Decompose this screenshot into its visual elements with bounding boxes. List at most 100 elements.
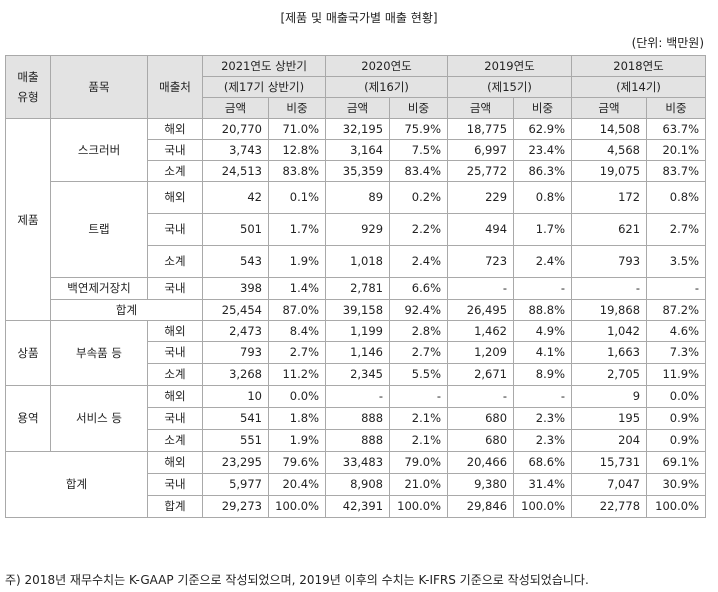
channel-overseas: 해외 [147, 118, 203, 140]
cell-amount: 19,868 [571, 299, 648, 321]
cell-amount: 7,047 [571, 473, 648, 496]
channel-overseas: 해외 [147, 320, 203, 342]
header-ratio: 비중 [646, 97, 707, 119]
cell-ratio: 23.4% [513, 139, 573, 161]
cell-amount: 501 [202, 213, 269, 246]
cell-amount: 20,770 [202, 118, 269, 140]
cell-amount: 24,513 [202, 160, 269, 182]
channel-subtotal: 소계 [147, 160, 203, 182]
channel-domestic: 국내 [147, 473, 203, 496]
cell-amount: 42,391 [325, 495, 391, 518]
cell-amount: 888 [325, 429, 391, 452]
header-amount: 금액 [202, 97, 269, 119]
cell-ratio: 2.3% [513, 429, 573, 452]
channel-domestic: 국내 [147, 407, 203, 430]
channel-overseas: 해외 [147, 451, 203, 474]
cell-ratio: - [513, 277, 573, 300]
cell-ratio: 2.7% [267, 341, 327, 364]
cell-amount: 680 [447, 429, 515, 452]
cell-amount: 4,568 [571, 139, 648, 161]
cell-ratio: 11.9% [646, 363, 707, 386]
header-type-line2: 유형 [17, 90, 39, 104]
cell-amount: 29,846 [447, 495, 515, 518]
table-row: 국내 501 1.7% 929 2.2% 494 1.7% 621 2.7% [6, 213, 707, 246]
cell-ratio: 83.4% [389, 160, 449, 182]
cell-ratio: 0.0% [646, 385, 707, 408]
cell-amount: 18,775 [447, 118, 515, 140]
cell-ratio: - [389, 385, 449, 408]
cell-ratio: 68.6% [513, 451, 573, 474]
group-service: 용역 [5, 385, 51, 452]
cell-amount: 19,075 [571, 160, 648, 182]
table-row: 소계 543 1.9% 1,018 2.4% 723 2.4% 793 3.5% [6, 245, 707, 278]
cell-amount: 494 [447, 213, 515, 246]
cell-amount: 621 [571, 213, 648, 246]
table-row: 백연제거장치 국내 398 1.4% 2,781 6.6% - - - - [6, 277, 707, 300]
table-title: [제품 및 매출국가별 매출 현황] [280, 11, 438, 25]
cell-amount: 1,018 [325, 245, 391, 278]
cell-amount: 29,273 [202, 495, 269, 518]
header-ratio: 비중 [389, 97, 449, 119]
header-ratio: 비중 [513, 97, 573, 119]
cell-amount: 25,772 [447, 160, 515, 182]
table-row: 용역 서비스 등 해외 10 0.0% - - - -9 0.0% [5, 385, 707, 452]
cell-ratio: 75.9% [389, 118, 449, 140]
cell-ratio: 1.9% [267, 429, 327, 452]
cell-amount: 551 [202, 429, 269, 452]
cell-ratio: 1.8% [267, 407, 327, 430]
cell-amount: 195 [571, 407, 648, 430]
channel-overseas: 해외 [147, 181, 203, 214]
cell-amount: 1,209 [447, 341, 515, 364]
cell-amount: 33,483 [325, 451, 391, 474]
channel-domestic: 국내 [147, 277, 203, 300]
cell-amount: 6,997 [447, 139, 515, 161]
sales-table: 매출 유형 품목 매출처 2021연도 상반기 2020연도 2019연도 20… [5, 55, 707, 518]
cell-ratio: 2.4% [513, 245, 573, 278]
cell-amount: 2,473 [202, 320, 269, 342]
cell-amount: 8,908 [325, 473, 391, 496]
cell-amount: 1,199 [325, 320, 391, 342]
cell-ratio: 0.1% [267, 181, 327, 214]
table-row: 합계 25,454 87.0% 39,158 92.4% 26,495 88.8% 19,8… [6, 299, 707, 321]
cell-amount: 26,495 [447, 299, 515, 321]
cell-ratio: 0.0% [267, 385, 327, 408]
header-period-2021-sub: (제17기 상반기) [201, 76, 327, 98]
cell-ratio: 7.3% [646, 341, 707, 364]
cell-ratio: 20.1% [646, 139, 707, 161]
cell-ratio: 0.8% [513, 181, 573, 214]
cell-ratio: 62.9% [513, 118, 573, 140]
cell-amount: 9,380 [447, 473, 515, 496]
cell-ratio: 83.8% [267, 160, 327, 182]
cell-ratio: 30.9% [646, 473, 707, 496]
cell-ratio: 87.2% [646, 299, 707, 321]
cell-ratio: 31.4% [513, 473, 573, 496]
group-product: 제품 [5, 118, 51, 321]
table-row: 소계 551 1.9% 888 2.1% 680 2.3% 204 0.9% [6, 429, 707, 452]
table-row: 상품 부속품 등 해외 2,473 8.4% 1,199 2.8% 1,462 4.9% 1… [5, 320, 707, 386]
cell-amount: - [447, 277, 515, 300]
header-period-2018: 2018연도 [571, 55, 707, 77]
channel-domestic: 국내 [147, 139, 203, 161]
cell-amount: 5,977 [202, 473, 269, 496]
channel-subtotal: 소계 [147, 429, 203, 452]
cell-amount: 229 [447, 181, 515, 214]
table-row: 국내 541 1.8% 888 2.1% 680 2.3% 195 0.9% [6, 407, 707, 430]
cell-ratio: 79.6% [267, 451, 327, 474]
cell-amount: 9 [571, 385, 648, 408]
cell-ratio: 88.8% [513, 299, 573, 321]
item-parts: 부속품 등 [50, 320, 148, 386]
cell-ratio: 6.6% [389, 277, 449, 300]
table-row: 소계 3,268 11.2% 2,345 5.5% 2,671 8.9% 2,705 11.9… [6, 363, 707, 386]
cell-amount: - [325, 385, 391, 408]
cell-amount: 1,462 [447, 320, 515, 342]
footnote: 주) 2018년 재무수치는 K-GAAP 기준으로 작성되었으며, 2019년… [5, 573, 589, 587]
cell-ratio: 71.0% [267, 118, 327, 140]
cell-amount: 723 [447, 245, 515, 278]
header-period-2019-sub: (제15기) [447, 76, 573, 98]
cell-amount: 1,663 [571, 341, 648, 364]
cell-ratio: 11.2% [267, 363, 327, 386]
cell-ratio: 69.1% [646, 451, 707, 474]
cell-ratio: 86.3% [513, 160, 573, 182]
cell-amount: 42 [202, 181, 269, 214]
cell-ratio: 100.0% [267, 495, 327, 518]
